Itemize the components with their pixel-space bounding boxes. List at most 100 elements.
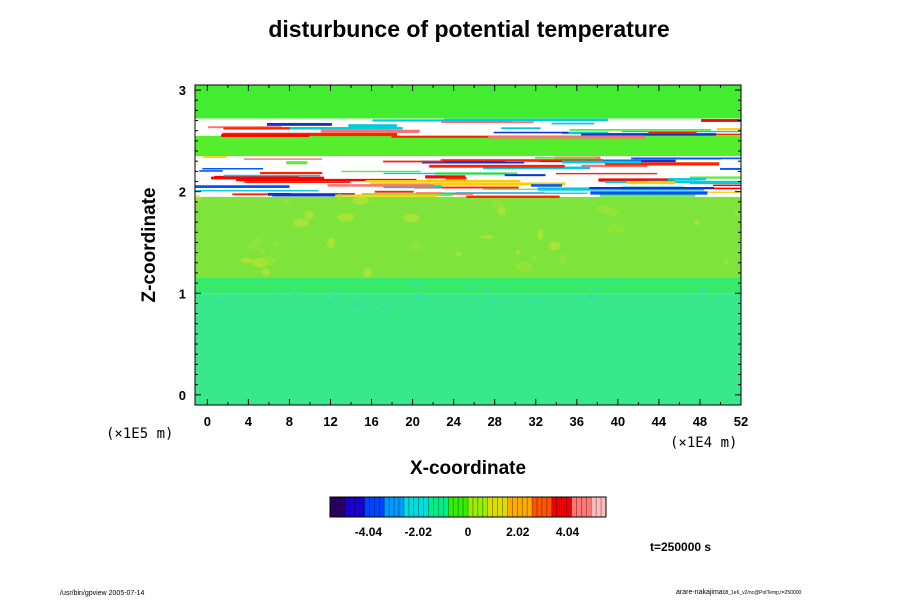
colorbar-segment <box>374 497 380 517</box>
plume-blob <box>548 241 561 251</box>
band-streak <box>236 178 417 182</box>
plume-blob <box>480 235 495 239</box>
band-streak <box>441 121 534 124</box>
colorbar-segment <box>482 497 489 517</box>
plume-blob <box>723 257 729 267</box>
lower-blob <box>326 300 333 305</box>
band-streak <box>598 178 675 182</box>
x-tick-label: 32 <box>529 414 543 429</box>
band-streak <box>444 118 608 122</box>
band-streak <box>391 135 509 138</box>
band-streak <box>199 170 223 172</box>
band-streak <box>504 174 546 177</box>
colorbar-segment <box>517 497 523 517</box>
lower-blob <box>290 282 295 285</box>
colorbar-segment <box>512 497 518 517</box>
z-tick-label: 1 <box>179 286 186 301</box>
x-tick-label: 12 <box>323 414 337 429</box>
colorbar-segment <box>403 497 410 517</box>
x-axis-label: X-coordinate <box>409 458 527 479</box>
band-streak <box>421 160 525 164</box>
colorbar-segment <box>359 497 365 517</box>
band-streak <box>335 194 438 197</box>
band-streak <box>237 127 403 130</box>
colorbar-segment <box>522 497 528 517</box>
band-streak <box>425 175 466 179</box>
colorbar-segment <box>537 497 543 517</box>
band-streak <box>720 167 741 170</box>
field-layer-0 <box>195 293 741 405</box>
footer-source-info: arare-nakajima08_1e6_v2/nc@PotTemp,t=250… <box>676 589 801 596</box>
plume-blob <box>283 199 290 207</box>
colorbar-segment <box>463 497 469 517</box>
y-axis-label: Z-coordinate <box>139 187 160 303</box>
band-streak <box>195 190 319 192</box>
band-streak <box>222 132 398 137</box>
band-streak <box>272 193 355 197</box>
field-layer-6 <box>195 85 741 119</box>
band-streak <box>383 160 445 163</box>
plume-blob <box>259 248 266 253</box>
lower-blob <box>271 291 275 295</box>
colorbar-segment <box>389 497 395 517</box>
x-tick-label: 28 <box>487 414 501 429</box>
colorbar-segment <box>561 497 567 517</box>
lower-blob <box>487 300 496 305</box>
lower-blob <box>503 285 509 288</box>
colorbar-segment <box>399 497 405 517</box>
plume-blob <box>195 194 201 203</box>
colorbar-frame <box>329 496 607 518</box>
z-unit-label: (×1E5 m) <box>106 426 174 442</box>
band-streak <box>569 128 712 131</box>
band-streak <box>713 184 741 187</box>
x-tick-label: 0 <box>204 414 211 429</box>
band-streak <box>372 119 465 122</box>
band-streak <box>195 185 290 189</box>
lower-blob <box>415 292 423 300</box>
band-streak <box>599 194 696 197</box>
band-streak <box>626 181 676 185</box>
colorbar-tick-label: 0 <box>465 525 472 539</box>
plume-blob <box>271 241 281 247</box>
z-tick-label: 2 <box>179 185 186 200</box>
plume-blob <box>604 207 620 217</box>
colorbar-segment <box>586 497 592 517</box>
colorbar-segment <box>487 497 494 517</box>
band-streak <box>383 185 442 189</box>
x-tick-label: 16 <box>364 414 378 429</box>
x-unit-label: (×1E4 m) <box>670 435 738 451</box>
plume-blob <box>240 257 253 264</box>
band-streak <box>341 170 421 173</box>
band-streak <box>555 172 658 175</box>
band-streak <box>581 164 648 168</box>
band-streak <box>429 164 565 168</box>
colorbar-segment <box>596 497 602 517</box>
colorbar-segment <box>408 497 415 517</box>
band-streak <box>202 156 228 158</box>
band-streak <box>223 127 290 130</box>
colorbar-segment <box>601 497 607 517</box>
plume-blob <box>327 238 336 249</box>
band-streak <box>223 174 321 177</box>
x-axis: 0 4 8 12 16 20 24 28 32 36 40 44 48 52 <box>204 85 748 429</box>
colorbar-segment <box>453 497 459 517</box>
band-streak <box>348 124 397 128</box>
lower-blob <box>353 302 362 308</box>
band-streak <box>442 192 588 194</box>
plume-blob <box>245 244 260 250</box>
colorbar-segment <box>546 497 553 517</box>
band-streak <box>605 162 720 166</box>
x-tick-label: 20 <box>405 414 419 429</box>
lower-blob <box>702 286 706 293</box>
band-streak <box>440 159 604 162</box>
lower-blob <box>290 292 300 296</box>
footer-program-info: /usr/bin/gpview 2005-07-14 <box>60 590 145 597</box>
z-tick-label: 3 <box>179 83 186 98</box>
band-streak <box>701 119 741 122</box>
colorbar-segment <box>502 497 508 517</box>
plume-blob <box>694 219 700 225</box>
x-tick-label: 40 <box>611 414 625 429</box>
plot-frame <box>194 84 742 406</box>
